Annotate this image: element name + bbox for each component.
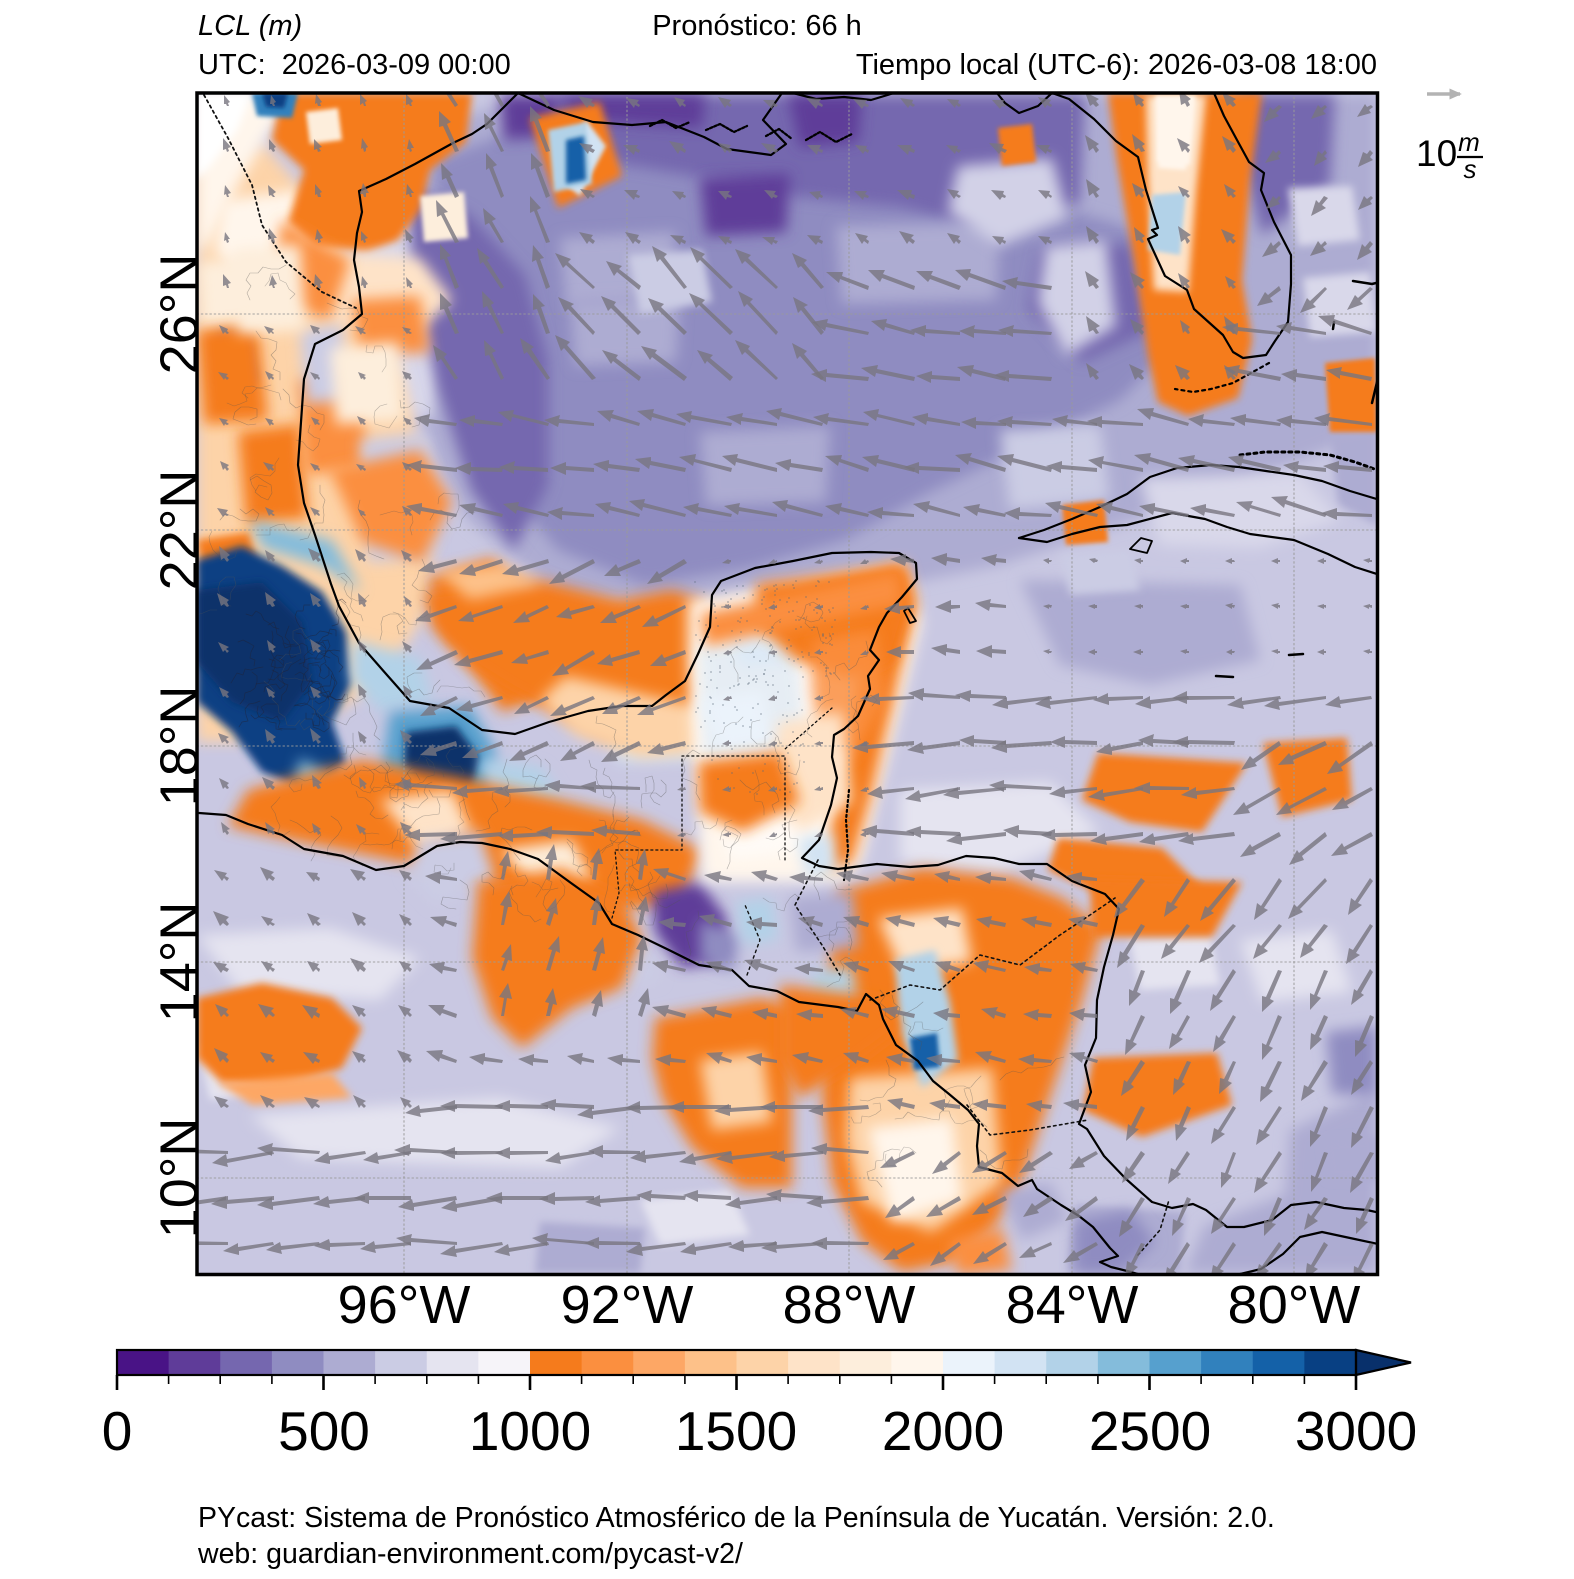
svg-text:10°N: 10°N bbox=[149, 1118, 209, 1239]
svg-text:PYcast: Sistema de Pronóstico: PYcast: Sistema de Pronóstico Atmosféric… bbox=[198, 1502, 1275, 1534]
svg-text:500: 500 bbox=[278, 1400, 370, 1462]
svg-text:LCL (m): LCL (m) bbox=[198, 10, 302, 42]
svg-text:22°N: 22°N bbox=[149, 470, 209, 591]
svg-text:26°N: 26°N bbox=[149, 254, 209, 375]
svg-text:m: m bbox=[1458, 127, 1480, 157]
svg-text:18°N: 18°N bbox=[149, 686, 209, 807]
svg-text:1000: 1000 bbox=[469, 1400, 591, 1462]
svg-text:web: guardian-environment.com/: web: guardian-environment.com/pycast-v2/ bbox=[197, 1538, 743, 1570]
svg-text:92°W: 92°W bbox=[561, 1275, 694, 1335]
svg-text:14°N: 14°N bbox=[149, 902, 209, 1023]
svg-text:80°W: 80°W bbox=[1228, 1275, 1361, 1335]
svg-text:Pronóstico: 66 h: Pronóstico: 66 h bbox=[652, 10, 862, 42]
svg-text:2000: 2000 bbox=[882, 1400, 1004, 1462]
svg-text:2500: 2500 bbox=[1089, 1400, 1211, 1462]
svg-text:s: s bbox=[1464, 154, 1477, 184]
svg-text:84°W: 84°W bbox=[1006, 1275, 1139, 1335]
svg-text:10: 10 bbox=[1416, 133, 1457, 174]
svg-text:1500: 1500 bbox=[675, 1400, 797, 1462]
svg-text:0: 0 bbox=[102, 1400, 133, 1462]
svg-text:3000: 3000 bbox=[1295, 1400, 1417, 1462]
svg-text:Tiempo local (UTC-6): 2026-03-: Tiempo local (UTC-6): 2026-03-08 18:00 bbox=[856, 49, 1377, 81]
svg-text:UTC: 2026-03-09 00:00: UTC: 2026-03-09 00:00 bbox=[198, 49, 511, 81]
svg-text:88°W: 88°W bbox=[783, 1275, 916, 1335]
svg-text:96°W: 96°W bbox=[338, 1275, 471, 1335]
